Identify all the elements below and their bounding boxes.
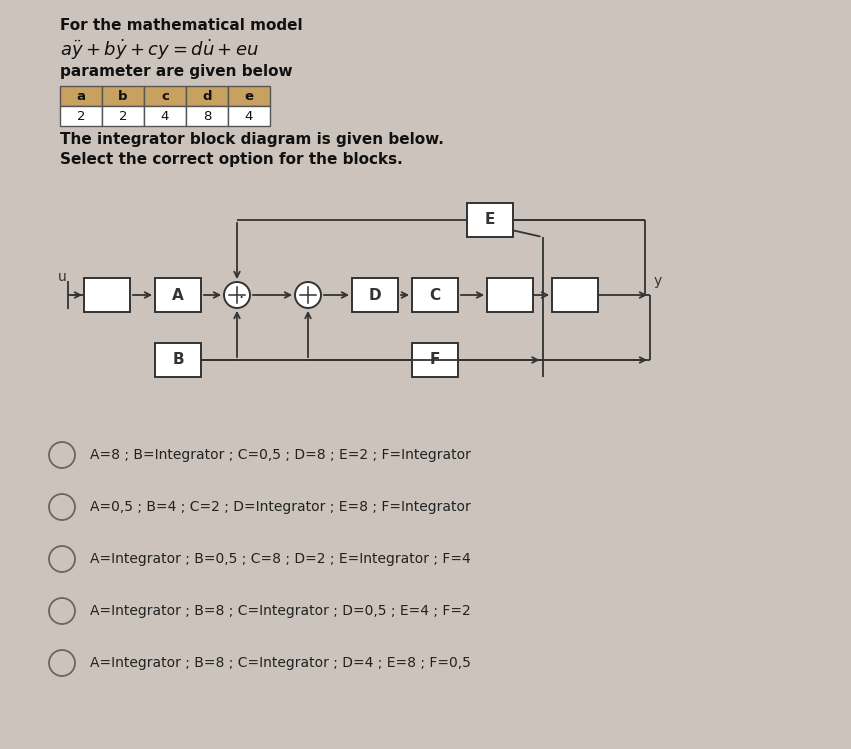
Text: Select the correct option for the blocks.: Select the correct option for the blocks… bbox=[60, 152, 403, 167]
Text: b: b bbox=[118, 89, 128, 103]
Text: E: E bbox=[485, 213, 495, 228]
Bar bbox=[228, 86, 270, 106]
Bar bbox=[467, 203, 513, 237]
Bar bbox=[102, 106, 144, 126]
Circle shape bbox=[49, 598, 75, 624]
Text: A=Integrator ; B=0,5 ; C=8 ; D=2 ; E=Integrator ; F=4: A=Integrator ; B=0,5 ; C=8 ; D=2 ; E=Int… bbox=[90, 552, 471, 566]
Text: 4: 4 bbox=[161, 109, 169, 123]
Bar bbox=[60, 106, 102, 126]
Bar bbox=[487, 278, 533, 312]
Bar bbox=[144, 86, 186, 106]
Text: D: D bbox=[368, 288, 381, 303]
Text: F: F bbox=[430, 353, 440, 368]
Text: A: A bbox=[172, 288, 184, 303]
Text: B: B bbox=[172, 353, 184, 368]
Text: .: . bbox=[238, 284, 243, 302]
Circle shape bbox=[224, 282, 250, 308]
Text: The integrator block diagram is given below.: The integrator block diagram is given be… bbox=[60, 132, 444, 147]
Bar bbox=[228, 106, 270, 126]
Text: C: C bbox=[430, 288, 441, 303]
Text: 2: 2 bbox=[77, 109, 85, 123]
Text: parameter are given below: parameter are given below bbox=[60, 64, 293, 79]
Bar bbox=[155, 343, 201, 377]
Text: c: c bbox=[161, 89, 169, 103]
Bar bbox=[84, 278, 130, 312]
Bar bbox=[552, 278, 598, 312]
Bar bbox=[412, 343, 458, 377]
Text: 8: 8 bbox=[203, 109, 211, 123]
Text: u: u bbox=[58, 270, 66, 284]
Bar bbox=[60, 86, 102, 106]
Bar bbox=[186, 86, 228, 106]
Text: A=8 ; B=Integrator ; C=0,5 ; D=8 ; E=2 ; F=Integrator: A=8 ; B=Integrator ; C=0,5 ; D=8 ; E=2 ;… bbox=[90, 448, 471, 462]
Bar bbox=[186, 106, 228, 126]
Circle shape bbox=[49, 546, 75, 572]
Text: 2: 2 bbox=[119, 109, 128, 123]
Bar bbox=[155, 278, 201, 312]
Circle shape bbox=[295, 282, 321, 308]
Bar bbox=[352, 278, 398, 312]
Text: A=Integrator ; B=8 ; C=Integrator ; D=4 ; E=8 ; F=0,5: A=Integrator ; B=8 ; C=Integrator ; D=4 … bbox=[90, 656, 471, 670]
Circle shape bbox=[49, 650, 75, 676]
Text: e: e bbox=[244, 89, 254, 103]
Bar bbox=[144, 106, 186, 126]
Circle shape bbox=[49, 442, 75, 468]
Text: For the mathematical model: For the mathematical model bbox=[60, 18, 303, 33]
Text: y: y bbox=[654, 274, 662, 288]
Bar bbox=[412, 278, 458, 312]
Text: 4: 4 bbox=[245, 109, 254, 123]
Bar bbox=[102, 86, 144, 106]
Text: A=Integrator ; B=8 ; C=Integrator ; D=0,5 ; E=4 ; F=2: A=Integrator ; B=8 ; C=Integrator ; D=0,… bbox=[90, 604, 471, 618]
Circle shape bbox=[49, 494, 75, 520]
Text: $a\ddot{y}+b\dot{y}+cy=d\dot{u}+eu$: $a\ddot{y}+b\dot{y}+cy=d\dot{u}+eu$ bbox=[60, 38, 260, 62]
Text: a: a bbox=[77, 89, 85, 103]
Text: d: d bbox=[203, 89, 212, 103]
Text: A=0,5 ; B=4 ; C=2 ; D=Integrator ; E=8 ; F=Integrator: A=0,5 ; B=4 ; C=2 ; D=Integrator ; E=8 ;… bbox=[90, 500, 471, 514]
